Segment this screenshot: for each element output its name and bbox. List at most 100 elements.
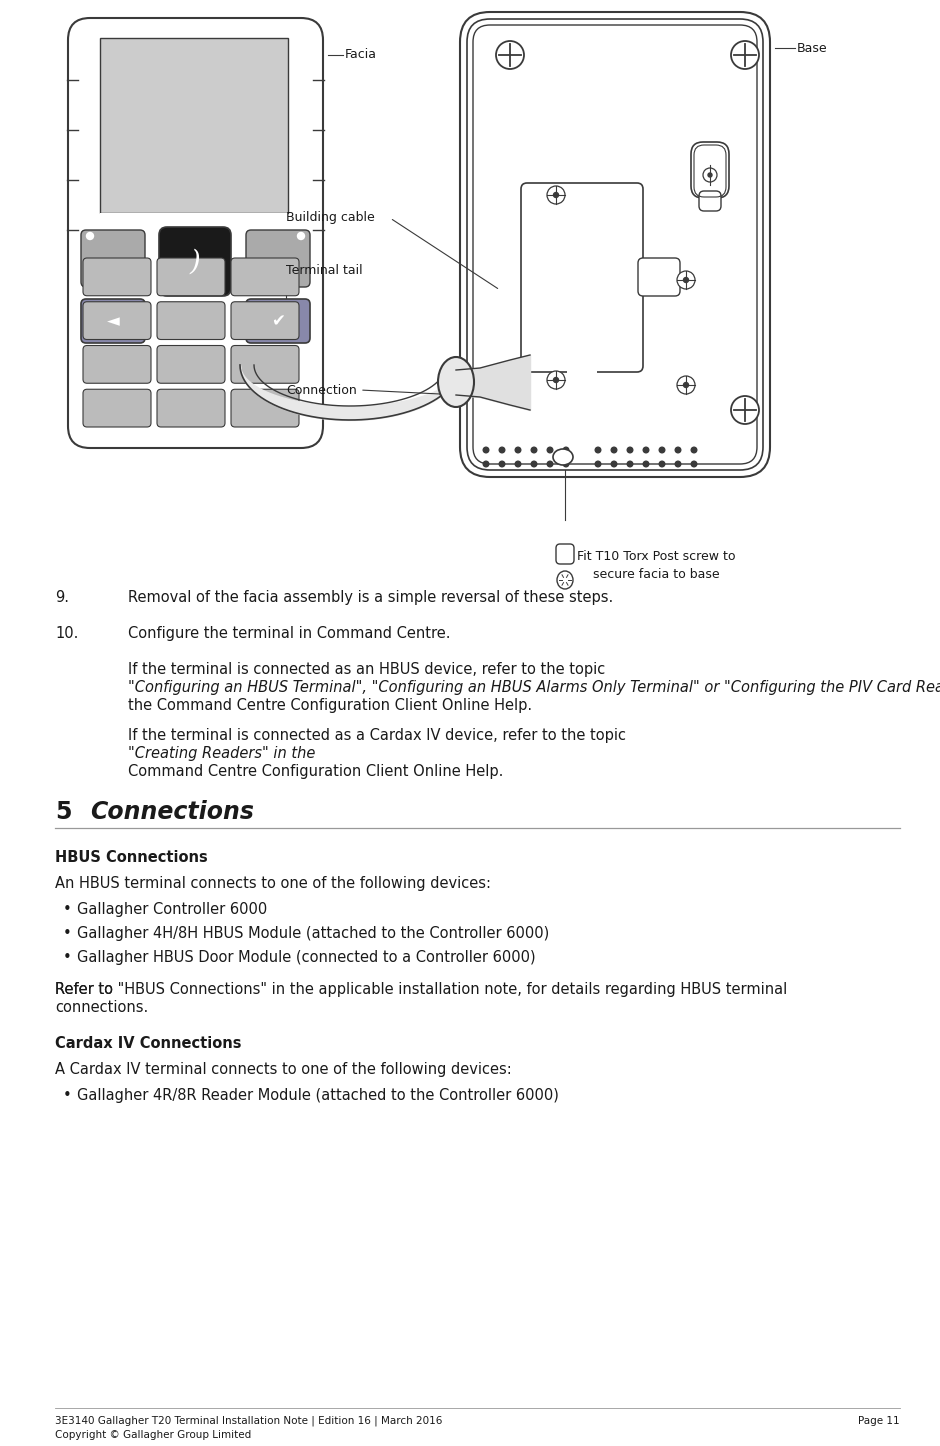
Circle shape bbox=[496, 40, 524, 69]
Circle shape bbox=[547, 187, 565, 204]
Text: Removal of the facia assembly is a simple reversal of these steps.: Removal of the facia assembly is a simpl… bbox=[128, 590, 613, 604]
Text: Gallagher HBUS Door Module (connected to a Controller 6000): Gallagher HBUS Door Module (connected to… bbox=[77, 950, 536, 964]
Text: ◄: ◄ bbox=[106, 312, 119, 330]
Bar bbox=[100, 213, 288, 227]
Text: •: • bbox=[63, 925, 71, 941]
FancyBboxPatch shape bbox=[231, 346, 299, 383]
Text: Cardax IV Connections: Cardax IV Connections bbox=[55, 1035, 242, 1051]
Circle shape bbox=[703, 168, 717, 182]
FancyBboxPatch shape bbox=[231, 302, 299, 340]
Ellipse shape bbox=[438, 357, 474, 406]
Circle shape bbox=[563, 461, 569, 467]
FancyBboxPatch shape bbox=[691, 142, 729, 198]
Text: Configure the terminal in Command Centre.: Configure the terminal in Command Centre… bbox=[128, 626, 450, 641]
FancyBboxPatch shape bbox=[556, 544, 574, 564]
Text: Refer to: Refer to bbox=[55, 982, 118, 996]
FancyBboxPatch shape bbox=[246, 230, 310, 286]
Circle shape bbox=[595, 447, 601, 453]
Text: An HBUS terminal connects to one of the following devices:: An HBUS terminal connects to one of the … bbox=[55, 876, 491, 891]
Text: •: • bbox=[63, 902, 71, 917]
Text: Page 11: Page 11 bbox=[858, 1416, 900, 1426]
FancyBboxPatch shape bbox=[157, 389, 225, 427]
FancyBboxPatch shape bbox=[81, 299, 145, 343]
Circle shape bbox=[675, 447, 681, 453]
Text: Connections: Connections bbox=[90, 800, 254, 824]
Circle shape bbox=[547, 447, 553, 453]
FancyBboxPatch shape bbox=[157, 257, 225, 296]
FancyBboxPatch shape bbox=[83, 346, 151, 383]
Circle shape bbox=[659, 447, 665, 453]
Text: 3E3140 Gallagher T20 Terminal Installation Note | Edition 16 | March 2016: 3E3140 Gallagher T20 Terminal Installati… bbox=[55, 1416, 443, 1427]
Circle shape bbox=[675, 461, 681, 467]
FancyBboxPatch shape bbox=[638, 257, 680, 296]
FancyBboxPatch shape bbox=[81, 230, 145, 286]
FancyBboxPatch shape bbox=[231, 389, 299, 427]
Text: Gallagher 4H/8H HBUS Module (attached to the Controller 6000): Gallagher 4H/8H HBUS Module (attached to… bbox=[77, 925, 549, 941]
Circle shape bbox=[627, 461, 633, 467]
Circle shape bbox=[515, 461, 521, 467]
Text: •: • bbox=[63, 950, 71, 964]
Circle shape bbox=[691, 447, 697, 453]
Circle shape bbox=[483, 447, 489, 453]
Text: 10.: 10. bbox=[55, 626, 78, 641]
Circle shape bbox=[643, 447, 649, 453]
FancyBboxPatch shape bbox=[83, 389, 151, 427]
Bar bbox=[100, 38, 288, 213]
Text: •: • bbox=[63, 1087, 71, 1103]
Circle shape bbox=[531, 461, 537, 467]
FancyBboxPatch shape bbox=[231, 257, 299, 296]
Text: "Configuring an HBUS Terminal", "Configuring an HBUS Alarms Only Terminal" or "C: "Configuring an HBUS Terminal", "Configu… bbox=[128, 680, 940, 696]
Circle shape bbox=[499, 447, 505, 453]
Circle shape bbox=[531, 447, 537, 453]
Text: Gallagher Controller 6000: Gallagher Controller 6000 bbox=[77, 902, 267, 917]
FancyBboxPatch shape bbox=[157, 302, 225, 340]
FancyBboxPatch shape bbox=[83, 257, 151, 296]
Circle shape bbox=[297, 233, 305, 240]
Text: If the terminal is connected as a Cardax IV device, refer to the topic: If the terminal is connected as a Cardax… bbox=[128, 727, 626, 743]
Circle shape bbox=[677, 376, 695, 393]
Circle shape bbox=[515, 447, 521, 453]
Circle shape bbox=[554, 192, 558, 198]
Text: A Cardax IV terminal connects to one of the following devices:: A Cardax IV terminal connects to one of … bbox=[55, 1061, 511, 1077]
FancyBboxPatch shape bbox=[68, 17, 323, 448]
Ellipse shape bbox=[557, 571, 573, 589]
Circle shape bbox=[499, 461, 505, 467]
Text: Building cable: Building cable bbox=[286, 211, 375, 224]
Text: connections.: connections. bbox=[55, 1001, 149, 1015]
Text: ): ) bbox=[190, 249, 200, 276]
Text: Connection: Connection bbox=[286, 383, 357, 396]
Text: HBUS Connections: HBUS Connections bbox=[55, 850, 208, 865]
FancyBboxPatch shape bbox=[246, 299, 310, 343]
Text: Gallagher 4R/8R Reader Module (attached to the Controller 6000): Gallagher 4R/8R Reader Module (attached … bbox=[77, 1087, 559, 1103]
Circle shape bbox=[86, 233, 93, 240]
Text: If the terminal is connected as an HBUS device, refer to the topic: If the terminal is connected as an HBUS … bbox=[128, 662, 605, 677]
Circle shape bbox=[643, 461, 649, 467]
Circle shape bbox=[659, 461, 665, 467]
Circle shape bbox=[691, 461, 697, 467]
Circle shape bbox=[611, 461, 617, 467]
FancyBboxPatch shape bbox=[567, 370, 597, 392]
Text: Copyright © Gallagher Group Limited: Copyright © Gallagher Group Limited bbox=[55, 1430, 251, 1440]
Text: Command Centre Configuration Client Online Help.: Command Centre Configuration Client Onli… bbox=[128, 763, 504, 779]
Text: Fit T10 Torx Post screw to
secure facia to base: Fit T10 Torx Post screw to secure facia … bbox=[577, 549, 735, 580]
Circle shape bbox=[611, 447, 617, 453]
Ellipse shape bbox=[553, 450, 573, 466]
FancyBboxPatch shape bbox=[521, 184, 643, 372]
FancyBboxPatch shape bbox=[157, 346, 225, 383]
Circle shape bbox=[683, 278, 688, 282]
FancyBboxPatch shape bbox=[159, 227, 231, 296]
Circle shape bbox=[683, 383, 688, 388]
Text: Base: Base bbox=[797, 42, 827, 55]
Circle shape bbox=[731, 40, 759, 69]
Circle shape bbox=[708, 174, 712, 176]
Text: 9.: 9. bbox=[55, 590, 69, 604]
FancyBboxPatch shape bbox=[699, 191, 721, 211]
Text: the Command Centre Configuration Client Online Help.: the Command Centre Configuration Client … bbox=[128, 698, 532, 713]
Text: ✔: ✔ bbox=[271, 312, 285, 330]
FancyBboxPatch shape bbox=[83, 302, 151, 340]
Circle shape bbox=[563, 447, 569, 453]
Circle shape bbox=[554, 377, 558, 383]
Circle shape bbox=[677, 270, 695, 289]
Circle shape bbox=[547, 461, 553, 467]
Circle shape bbox=[627, 447, 633, 453]
